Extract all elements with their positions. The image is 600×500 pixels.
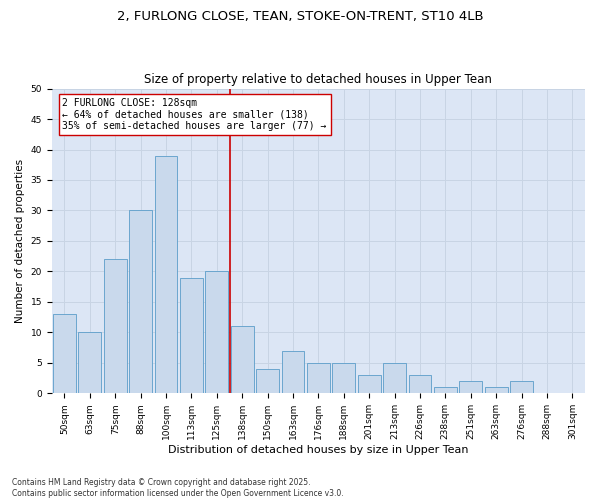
- Bar: [307, 363, 330, 394]
- Bar: [155, 156, 178, 394]
- Bar: [485, 388, 508, 394]
- Bar: [460, 381, 482, 394]
- Bar: [104, 259, 127, 394]
- Bar: [409, 375, 431, 394]
- Bar: [205, 272, 228, 394]
- Bar: [180, 278, 203, 394]
- Text: 2 FURLONG CLOSE: 128sqm
← 64% of detached houses are smaller (138)
35% of semi-d: 2 FURLONG CLOSE: 128sqm ← 64% of detache…: [62, 98, 327, 131]
- Bar: [231, 326, 254, 394]
- Bar: [358, 375, 380, 394]
- Bar: [79, 332, 101, 394]
- Bar: [256, 369, 279, 394]
- X-axis label: Distribution of detached houses by size in Upper Tean: Distribution of detached houses by size …: [168, 445, 469, 455]
- Text: Contains HM Land Registry data © Crown copyright and database right 2025.
Contai: Contains HM Land Registry data © Crown c…: [12, 478, 344, 498]
- Bar: [53, 314, 76, 394]
- Bar: [383, 363, 406, 394]
- Bar: [281, 350, 304, 394]
- Bar: [434, 388, 457, 394]
- Text: 2, FURLONG CLOSE, TEAN, STOKE-ON-TRENT, ST10 4LB: 2, FURLONG CLOSE, TEAN, STOKE-ON-TRENT, …: [116, 10, 484, 23]
- Title: Size of property relative to detached houses in Upper Tean: Size of property relative to detached ho…: [145, 73, 493, 86]
- Y-axis label: Number of detached properties: Number of detached properties: [15, 159, 25, 323]
- Bar: [510, 381, 533, 394]
- Bar: [332, 363, 355, 394]
- Bar: [129, 210, 152, 394]
